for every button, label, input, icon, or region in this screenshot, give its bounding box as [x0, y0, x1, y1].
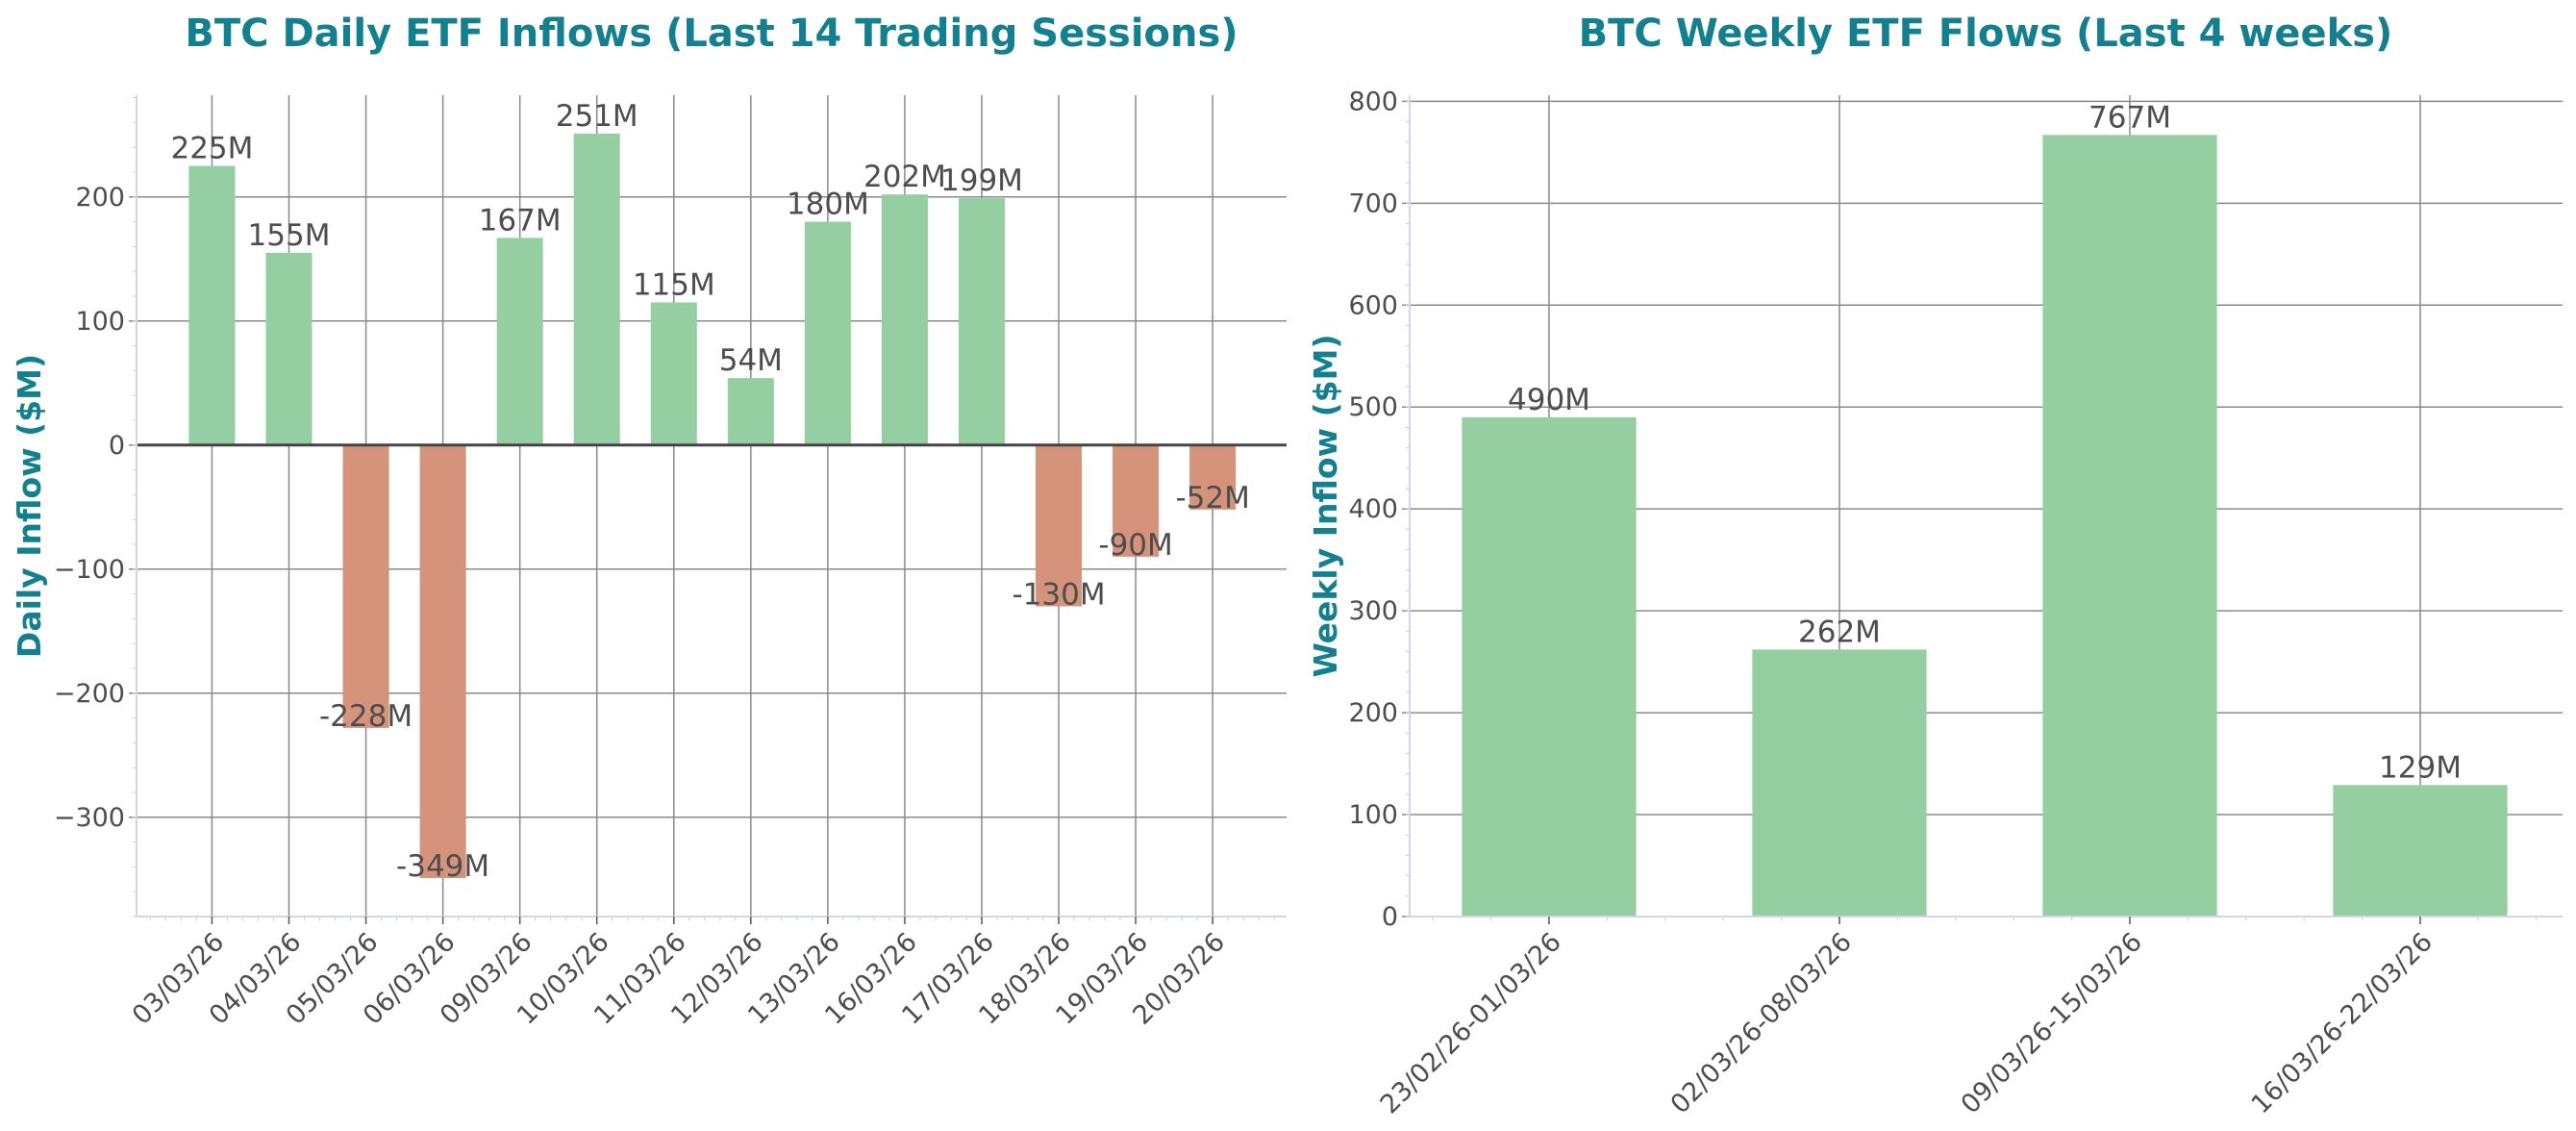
- data-label: 262M: [1798, 615, 1881, 649]
- bar-positive: [727, 378, 774, 445]
- data-label: 129M: [2379, 750, 2462, 785]
- x-tick-label: 23/02/26-01/03/26: [1375, 927, 1567, 1119]
- y-tick-label: 0: [109, 431, 125, 461]
- data-label: 202M: [863, 160, 946, 194]
- y-tick-label: 100: [75, 307, 125, 337]
- bar-positive: [2333, 785, 2508, 917]
- data-label: 115M: [633, 267, 715, 302]
- bar-positive: [2042, 135, 2217, 917]
- weekly-flows-chart: BTC Weekly ETF Flows (Last 4 weeks) Week…: [1307, 12, 2563, 1119]
- x-tick-label: 16/03/26-22/03/26: [2246, 927, 2438, 1119]
- y-tick-label: −300: [54, 803, 125, 833]
- chart-title: BTC Weekly ETF Flows (Last 4 weeks): [1579, 12, 2393, 56]
- data-label: 54M: [719, 343, 783, 378]
- data-label: -349M: [396, 849, 489, 884]
- chart-title: BTC Daily ETF Inflows (Last 14 Trading S…: [185, 12, 1238, 56]
- daily-inflows-chart: BTC Daily ETF Inflows (Last 14 Trading S…: [11, 12, 1287, 1031]
- data-label: 251M: [556, 99, 638, 134]
- data-label: -130M: [1012, 577, 1105, 612]
- bar-positive: [573, 133, 620, 445]
- bar-negative: [419, 444, 466, 879]
- data-label: 199M: [940, 163, 1023, 198]
- y-axis-label: Weekly Inflow ($M): [1307, 334, 1344, 677]
- y-tick-label: 200: [1348, 698, 1398, 728]
- data-label: 490M: [1508, 383, 1590, 417]
- data-label: 155M: [248, 218, 331, 253]
- bar-negative: [1113, 444, 1160, 557]
- bar-negative: [1036, 444, 1083, 607]
- data-label: 767M: [2088, 100, 2171, 135]
- y-tick-label: 200: [75, 183, 125, 213]
- bar-negative: [1189, 444, 1237, 510]
- bar-positive: [804, 221, 851, 445]
- y-tick-label: −200: [54, 679, 125, 709]
- y-tick-label: 400: [1348, 494, 1398, 524]
- y-tick-label: 700: [1348, 188, 1398, 218]
- x-tick-label: 09/03/26-15/03/26: [1956, 927, 2148, 1119]
- data-label: 225M: [170, 132, 253, 166]
- y-tick-label: 500: [1348, 392, 1398, 422]
- y-tick-label: 0: [1382, 902, 1398, 932]
- bar-positive: [881, 194, 928, 445]
- data-label: -228M: [319, 699, 413, 734]
- bar-positive: [650, 302, 697, 445]
- x-tick-label: 02/03/26-08/03/26: [1665, 927, 1858, 1119]
- y-tick-label: 800: [1348, 87, 1398, 116]
- y-tick-label: 600: [1348, 290, 1398, 320]
- data-label: 167M: [479, 203, 562, 238]
- data-label: -90M: [1098, 528, 1172, 563]
- bar-positive: [496, 238, 543, 445]
- bar-negative: [342, 444, 389, 728]
- bar-positive: [1462, 416, 1637, 917]
- bar-positive: [958, 198, 1006, 445]
- data-label: -52M: [1175, 481, 1249, 515]
- y-tick-label: 100: [1348, 800, 1398, 830]
- y-axis-label: Daily Inflow ($M): [11, 354, 48, 658]
- y-tick-label: −100: [54, 555, 125, 585]
- data-label: 180M: [787, 188, 869, 222]
- bar-positive: [188, 165, 236, 445]
- bar-positive: [265, 252, 313, 445]
- y-tick-label: 300: [1348, 596, 1398, 626]
- bar-positive: [1752, 649, 1927, 917]
